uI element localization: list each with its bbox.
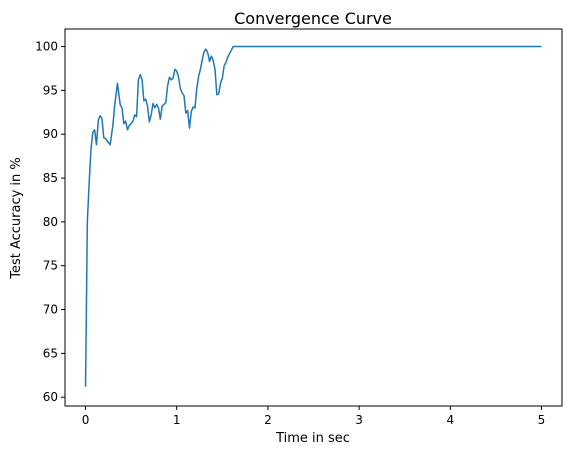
x-tick-label: 3 [355,413,363,427]
x-tick-label: 4 [446,413,454,427]
x-axis-label: Time in sec [275,431,350,446]
y-tick-label: 95 [43,83,58,97]
x-axis: 0 1 2 3 4 5 [82,406,546,427]
y-tick-label: 60 [43,390,58,404]
y-axis-label: Test Accuracy in % [9,157,24,280]
y-tick-label: 70 [43,303,58,317]
y-tick-label: 80 [43,215,58,229]
x-tick-label: 2 [264,413,272,427]
y-tick-label: 85 [43,171,58,185]
series-line [84,45,542,387]
y-axis: 60 65 70 75 80 85 90 95 100 [35,40,65,404]
y-tick-label: 65 [43,346,58,360]
plot-frame [64,28,563,407]
chart-title: Convergence Curve [234,9,392,28]
x-tick-label: 1 [173,413,181,427]
x-tick-label: 5 [538,413,546,427]
y-tick-label: 90 [43,127,58,141]
y-tick-label: 75 [43,259,58,273]
x-tick-label: 0 [82,413,90,427]
plot-area [84,45,542,387]
y-tick-label: 100 [35,40,58,54]
